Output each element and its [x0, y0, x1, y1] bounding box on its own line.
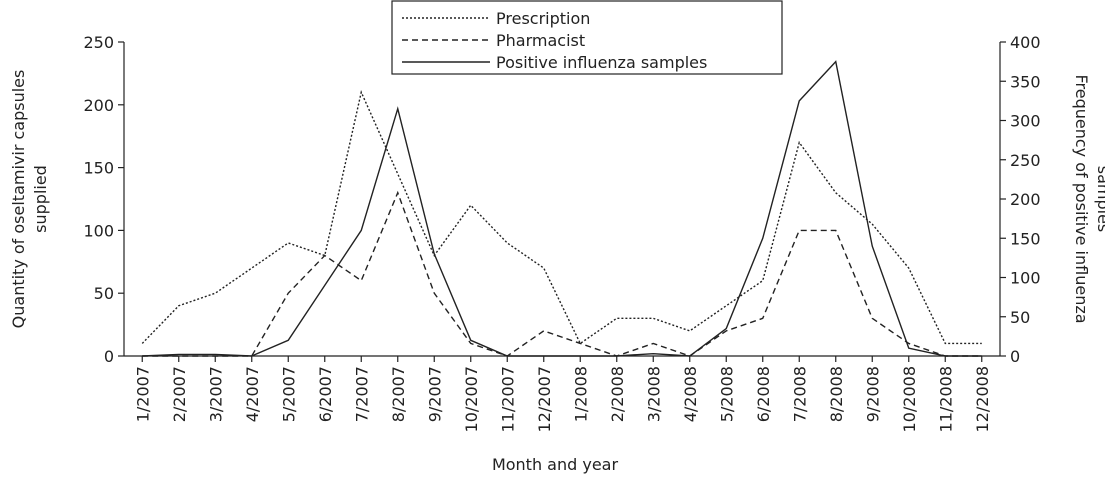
y-tick-label: 100	[83, 221, 114, 240]
x-tick-label: 4/2008	[681, 366, 700, 422]
x-tick-label: 2/2007	[170, 366, 189, 422]
y2-tick-label: 100	[1010, 269, 1041, 288]
x-tick-label: 4/2007	[243, 366, 262, 422]
legend-label: Pharmacist	[496, 31, 585, 50]
x-tick-label: 1/2008	[571, 366, 590, 422]
x-axis-label: Month and year	[492, 455, 619, 474]
y-tick-label: 50	[94, 284, 114, 303]
legend-label: Positive influenza samples	[496, 53, 707, 72]
legend-label: Prescription	[496, 9, 590, 28]
series-line	[142, 190, 982, 357]
series-line	[141, 90, 982, 345]
x-tick-label: 3/2007	[206, 366, 225, 422]
x-tick-label: 12/2007	[535, 366, 554, 432]
x-tick-label: 2/2008	[608, 366, 627, 422]
x-tick-label: 6/2007	[316, 366, 335, 422]
y-tick-label: 250	[83, 33, 114, 52]
y-axis-label: Quantity of oseltamivir capsules	[9, 70, 28, 329]
x-tick-label: 5/2007	[279, 366, 298, 422]
x-tick-label: 8/2007	[389, 366, 408, 422]
x-tick-label: 10/2008	[900, 366, 919, 432]
y2-tick-label: 150	[1010, 229, 1041, 248]
y2-tick-label: 400	[1010, 33, 1041, 52]
y2-tick-label: 250	[1010, 151, 1041, 170]
x-tick-label: 3/2008	[644, 366, 663, 422]
x-tick-label: 9/2008	[863, 366, 882, 422]
y2-tick-label: 300	[1010, 112, 1041, 131]
y2-tick-label: 50	[1010, 308, 1030, 327]
x-tick-label: 7/2007	[352, 366, 371, 422]
x-tick-label: 1/2007	[133, 366, 152, 422]
x-tick-label: 11/2007	[498, 366, 517, 432]
x-tick-label: 10/2007	[462, 366, 481, 432]
x-tick-label: 9/2007	[425, 366, 444, 422]
y2-tick-label: 350	[1010, 72, 1041, 91]
x-tick-label: 8/2008	[827, 366, 846, 422]
y2-axis-label: samples	[1094, 166, 1105, 233]
y2-tick-label: 0	[1010, 347, 1020, 366]
y-tick-label: 150	[83, 159, 114, 178]
x-tick-label: 7/2008	[790, 366, 809, 422]
y-axis-label: supplied	[31, 165, 50, 233]
x-tick-label: 12/2008	[973, 366, 992, 432]
x-tick-label: 11/2008	[936, 366, 955, 432]
y2-axis-label: Frequency of positive influenza	[1072, 74, 1091, 323]
y-tick-label: 200	[83, 96, 114, 115]
x-tick-label: 5/2008	[717, 366, 736, 422]
series-line	[142, 60, 982, 357]
x-tick-label: 6/2008	[754, 366, 773, 422]
y2-tick-label: 200	[1010, 190, 1041, 209]
y-tick-label: 0	[104, 347, 114, 366]
